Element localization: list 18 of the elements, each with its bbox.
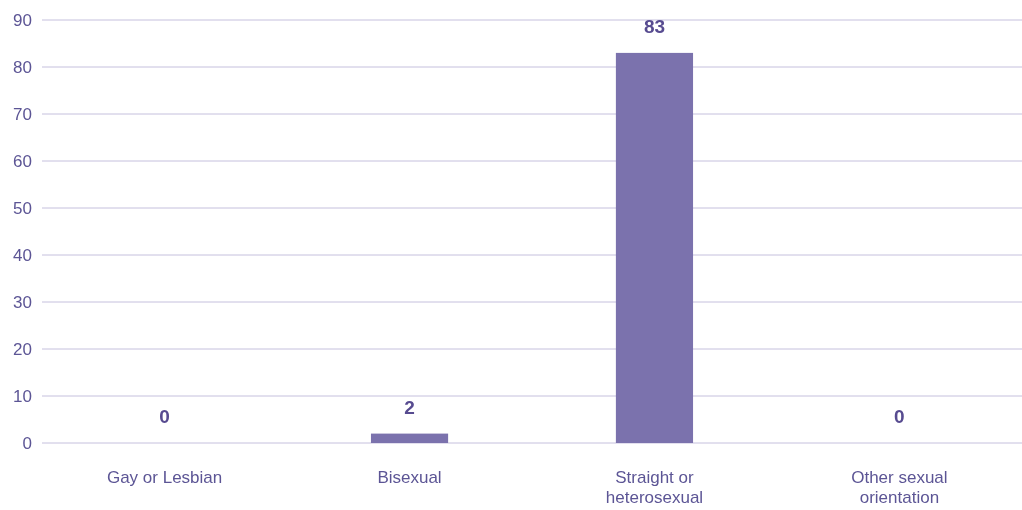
data-label: 83 <box>643 15 666 37</box>
data-label: 2 <box>404 396 415 418</box>
x-tick-label: Gay or Lesbian <box>106 468 223 487</box>
y-tick-label: 40 <box>13 245 32 265</box>
y-tick-label: 60 <box>13 151 32 171</box>
data-label: 0 <box>159 406 170 427</box>
x-tick-label: Straight or heterosexual <box>605 468 704 507</box>
y-tick-label: 0 <box>22 433 32 453</box>
data-label: 0 <box>894 406 905 427</box>
y-tick-label: 90 <box>13 10 32 30</box>
y-tick-label: 70 <box>13 104 32 124</box>
y-tick-label: 20 <box>13 339 32 359</box>
y-tick-label: 30 <box>13 292 32 312</box>
y-tick-label: 50 <box>13 198 32 218</box>
x-tick-label: Bisexual <box>377 468 442 487</box>
y-tick-label: 10 <box>13 386 32 406</box>
y-tick-label: 80 <box>13 57 32 77</box>
x-tick-label: Other sexual orientation <box>851 468 948 507</box>
